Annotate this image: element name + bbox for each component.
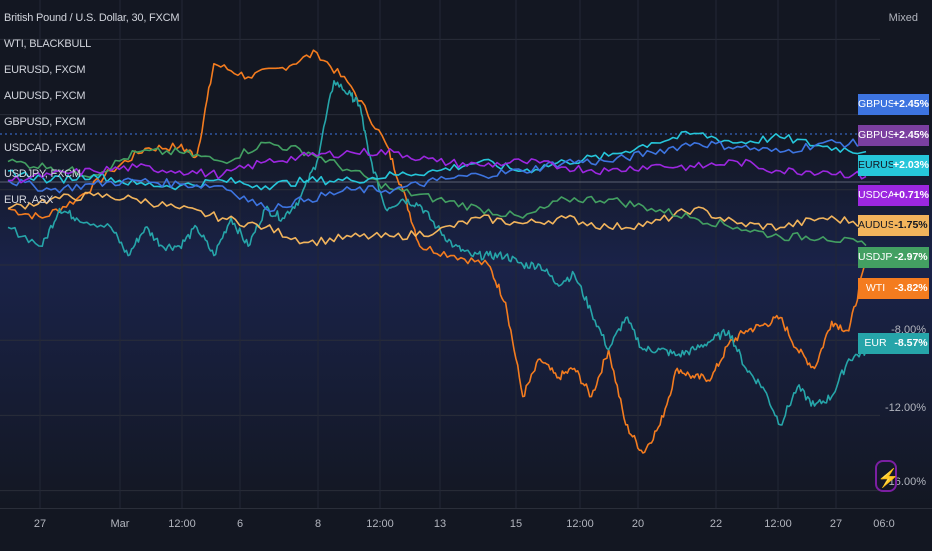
y-tick-label: -12.00% xyxy=(885,402,926,414)
x-tick-label: 12:00 xyxy=(764,518,792,530)
x-tick-label: 06:0 xyxy=(873,518,895,530)
badge-value: -8.57% xyxy=(893,333,929,354)
badge-value: +0.71% xyxy=(893,185,929,206)
legend-usdjpy[interactable]: USDJPY, FXCM xyxy=(4,168,81,180)
series-line-usdcad[interactable] xyxy=(8,147,867,184)
x-axis[interactable]: 27 Mar 12:00 6 8 12:00 13 15 12:00 20 22… xyxy=(0,508,932,551)
badge-symbol: EURUSD xyxy=(858,155,902,176)
x-tick-label: 13 xyxy=(433,518,447,530)
badge-audusd[interactable]: AUDUSD -1.75% xyxy=(858,215,929,236)
badge-symbol: USDJPY xyxy=(858,247,899,268)
x-tick-label: 27 xyxy=(33,518,47,530)
badge-symbol: GBPUSD xyxy=(858,125,902,146)
badge-symbol: USDCAD xyxy=(858,185,902,206)
legend-gbpusd[interactable]: GBPUSD, FXCM xyxy=(4,116,86,128)
badge-value: +2.03% xyxy=(893,155,929,176)
badge-symbol: EUR xyxy=(858,333,893,354)
legend-eur[interactable]: EUR, ASX xyxy=(4,194,54,206)
badge-symbol: AUDUSD xyxy=(858,215,902,236)
chart-plot[interactable] xyxy=(0,0,932,508)
legend-eurusd[interactable]: EURUSD, FXCM xyxy=(4,64,86,76)
legend-wti[interactable]: WTI, BLACKBULL xyxy=(4,38,92,50)
series-line-wti[interactable] xyxy=(7,49,867,454)
x-tick-label: 12:00 xyxy=(366,518,394,530)
badge-value: -2.97% xyxy=(893,247,929,268)
scale-mode-label[interactable]: Mixed xyxy=(888,12,918,24)
x-tick-label: Mar xyxy=(110,518,130,530)
badge-gbpusd-2[interactable]: GBPUSD +2.45% xyxy=(858,125,929,146)
legend-audusd[interactable]: AUDUSD, FXCM xyxy=(4,90,86,102)
x-tick-label: 12:00 xyxy=(168,518,196,530)
badge-usdjpy[interactable]: USDJPY -2.97% xyxy=(858,247,929,268)
series-line-gbpusd[interactable] xyxy=(7,138,867,213)
badge-value: +2.45% xyxy=(893,125,929,146)
x-tick-label: 8 xyxy=(314,518,322,530)
x-tick-label: 12:00 xyxy=(566,518,594,530)
series-line-eurusd[interactable] xyxy=(7,130,867,191)
series-line-eur[interactable] xyxy=(7,80,867,426)
badge-usdcad[interactable]: USDCAD +0.71% xyxy=(858,185,929,206)
badge-value: -3.82% xyxy=(893,278,929,299)
x-tick-label: 22 xyxy=(709,518,723,530)
badge-symbol: WTI xyxy=(858,278,893,299)
badge-eurusd[interactable]: EURUSD +2.03% xyxy=(858,155,929,176)
x-tick-label: 20 xyxy=(631,518,645,530)
series-line-audusd[interactable] xyxy=(7,191,867,247)
badge-symbol: GBPUSD xyxy=(858,94,902,115)
lightning-icon[interactable]: ⚡ xyxy=(875,460,899,492)
x-tick-label: 6 xyxy=(236,518,244,530)
badge-value: -1.75% xyxy=(893,215,929,236)
badge-gbpusd[interactable]: GBPUSD +2.45% xyxy=(858,94,929,115)
x-tick-label: 15 xyxy=(509,518,523,530)
badge-value: +2.45% xyxy=(893,94,929,115)
legend-main[interactable]: British Pound / U.S. Dollar, 30, FXCM xyxy=(4,12,180,24)
legend-usdcad[interactable]: USDCAD, FXCM xyxy=(4,142,86,154)
badge-wti[interactable]: WTI -3.82% xyxy=(858,278,929,299)
x-tick-label: 27 xyxy=(829,518,843,530)
badge-eur[interactable]: EUR -8.57% xyxy=(858,333,929,354)
series-line-usdjpy[interactable] xyxy=(7,141,867,247)
